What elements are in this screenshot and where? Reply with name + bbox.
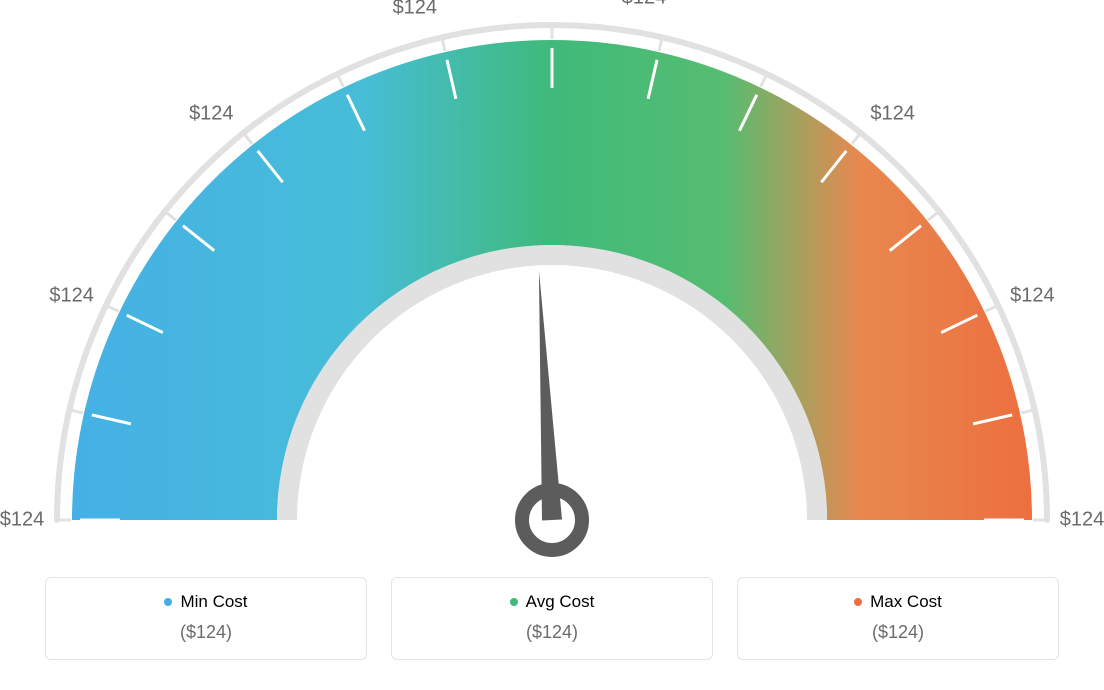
legend-value-min: ($124) [56, 622, 356, 643]
gauge-tick-label: $124 [870, 102, 915, 125]
dot-icon [510, 598, 518, 606]
legend-card-min: Min Cost ($124) [45, 577, 367, 660]
gauge-svg [0, 0, 1104, 560]
gauge-tick-label: $124 [1060, 509, 1104, 532]
gauge-tick-label: $124 [189, 102, 234, 125]
gauge-tick-label: $124 [0, 509, 44, 532]
gauge-chart: $124 $124 $124 $124 $124 $124 $124 $124 [0, 0, 1104, 560]
dot-icon [164, 598, 172, 606]
legend-value-avg: ($124) [402, 622, 702, 643]
gauge-tick-label: $124 [622, 0, 667, 10]
legend-row: Min Cost ($124) Avg Cost ($124) Max Cost… [45, 577, 1059, 660]
legend-title-avg: Avg Cost [510, 592, 595, 612]
legend-title-min: Min Cost [164, 592, 247, 612]
gauge-tick-label: $124 [49, 285, 94, 308]
legend-title-max: Max Cost [854, 592, 942, 612]
gauge-tick-label: $124 [393, 0, 438, 20]
dot-icon [854, 598, 862, 606]
legend-card-avg: Avg Cost ($124) [391, 577, 713, 660]
legend-label-max: Max Cost [870, 592, 942, 612]
gauge-tick-label: $124 [1010, 285, 1055, 308]
legend-label-min: Min Cost [180, 592, 247, 612]
legend-card-max: Max Cost ($124) [737, 577, 1059, 660]
legend-label-avg: Avg Cost [526, 592, 595, 612]
legend-value-max: ($124) [748, 622, 1048, 643]
